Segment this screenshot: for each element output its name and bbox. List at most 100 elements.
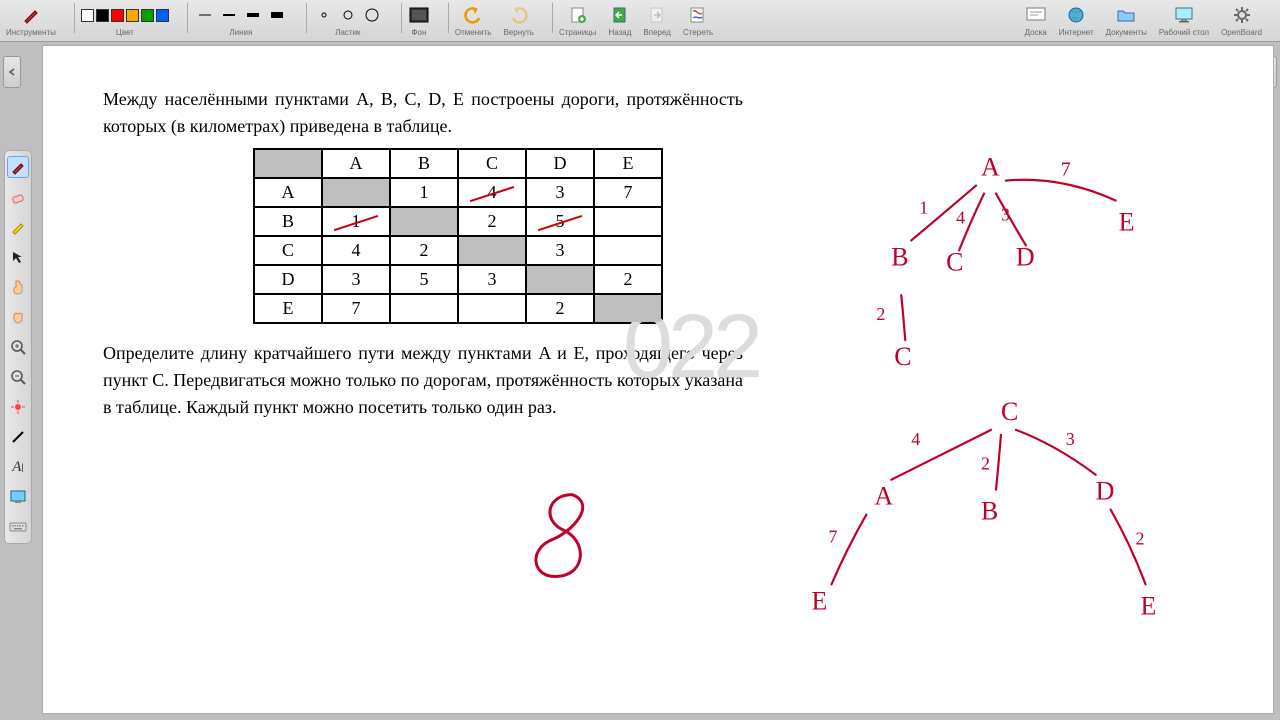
canvas-area[interactable]: 022 Между населёнными пунктами A, B, C, … xyxy=(42,45,1274,714)
eraser-m-icon[interactable] xyxy=(337,4,359,26)
keyboard-tool-icon[interactable] xyxy=(7,516,29,538)
folder-icon[interactable] xyxy=(1115,4,1137,26)
color-swatch[interactable] xyxy=(156,9,169,22)
svg-text:E: E xyxy=(812,586,828,615)
docs-group: Документы xyxy=(1106,3,1147,37)
gear-icon[interactable] xyxy=(1231,4,1253,26)
erase-label: Стереть xyxy=(683,28,713,37)
pages-group: Страницы xyxy=(559,3,597,37)
globe-icon[interactable] xyxy=(1065,4,1087,26)
paragraph-1: Между населёнными пунктами A, B, C, D, E… xyxy=(103,86,743,140)
svg-text:A: A xyxy=(981,153,1000,182)
eraser-label: Ластик xyxy=(335,28,360,37)
undo-label: Отменить xyxy=(455,28,492,37)
svg-text:E: E xyxy=(1141,591,1157,620)
svg-text:4: 4 xyxy=(956,207,965,227)
top-toolbar: Инструменты Цвет Линия Ластик Фон Отмени… xyxy=(0,0,1280,42)
paragraph-2: Определите длину кратчайшего пути между … xyxy=(103,340,743,421)
eraser-tool-icon[interactable] xyxy=(7,186,29,208)
zoom-out-icon[interactable] xyxy=(7,366,29,388)
svg-text:4: 4 xyxy=(911,429,920,449)
docs-label: Документы xyxy=(1106,28,1147,37)
bg-label: Фон xyxy=(411,28,426,37)
svg-text:E: E xyxy=(1119,207,1135,236)
text-tool-icon[interactable]: A| xyxy=(7,456,29,478)
fwd-label: Вперед xyxy=(643,28,671,37)
svg-text:2: 2 xyxy=(981,454,990,474)
bg-icon[interactable] xyxy=(408,4,430,26)
hand-grab-icon[interactable] xyxy=(7,306,29,328)
newpage-icon[interactable] xyxy=(567,4,589,26)
hand-point-icon[interactable] xyxy=(7,276,29,298)
line-label: Линия xyxy=(229,28,252,37)
zoom-in-icon[interactable] xyxy=(7,336,29,358)
arrow-tool-icon[interactable] xyxy=(7,246,29,268)
color-swatch[interactable] xyxy=(126,9,139,22)
svg-text:B: B xyxy=(981,497,998,526)
line-tool-icon[interactable] xyxy=(7,426,29,448)
left-panel-toggle[interactable] xyxy=(3,56,21,88)
color-swatch[interactable] xyxy=(111,9,124,22)
back-icon[interactable] xyxy=(609,4,631,26)
internet-label: Интернет xyxy=(1059,28,1094,37)
svg-text:D: D xyxy=(1096,477,1115,506)
board-group: Доска xyxy=(1025,3,1047,37)
redo-group: Вернуть xyxy=(503,3,533,37)
line-thin-icon[interactable] xyxy=(194,4,216,26)
redo-icon[interactable] xyxy=(508,4,530,26)
back-label: Назад xyxy=(609,28,632,37)
board-label: Доска xyxy=(1025,28,1047,37)
line-xthick-icon[interactable] xyxy=(266,4,288,26)
line-thick-icon[interactable] xyxy=(242,4,264,26)
line-group: Линия xyxy=(194,3,288,37)
tools-group: Инструменты xyxy=(6,3,56,37)
erase-icon[interactable] xyxy=(687,4,709,26)
svg-text:C: C xyxy=(1001,397,1018,426)
color-swatch[interactable] xyxy=(96,9,109,22)
eraser-s-icon[interactable] xyxy=(313,4,335,26)
document-content: Между населёнными пунктами A, B, C, D, E… xyxy=(43,46,803,469)
board-icon[interactable] xyxy=(1025,4,1047,26)
svg-text:A: A xyxy=(874,482,893,511)
svg-text:2: 2 xyxy=(876,304,885,324)
undo-group: Отменить xyxy=(455,3,492,37)
erase-group: Стереть xyxy=(683,3,713,37)
desktop-label: Рабочий стол xyxy=(1159,28,1209,37)
svg-text:C: C xyxy=(946,247,963,276)
color-label: Цвет xyxy=(116,28,134,37)
left-toolbar: A| xyxy=(4,150,32,544)
fwd-group: Вперед xyxy=(643,3,671,37)
tools-label: Инструменты xyxy=(6,28,56,37)
line-med-icon[interactable] xyxy=(218,4,240,26)
undo-icon[interactable] xyxy=(462,4,484,26)
color-swatch[interactable] xyxy=(81,9,94,22)
pen-tool-icon[interactable] xyxy=(7,156,29,178)
openboard-group: OpenBoard xyxy=(1221,3,1262,37)
svg-text:B: B xyxy=(891,242,908,271)
redo-label: Вернуть xyxy=(503,28,533,37)
internet-group: Интернет xyxy=(1059,3,1094,37)
monitor-icon[interactable] xyxy=(1173,4,1195,26)
svg-text:C: C xyxy=(894,342,911,371)
marker-tool-icon[interactable] xyxy=(7,216,29,238)
laser-tool-icon[interactable] xyxy=(7,396,29,418)
eraser-l-icon[interactable] xyxy=(361,4,383,26)
svg-text:2: 2 xyxy=(1136,529,1145,549)
svg-text:7: 7 xyxy=(828,527,837,547)
color-swatch[interactable] xyxy=(141,9,154,22)
capture-tool-icon[interactable] xyxy=(7,486,29,508)
eraser-group: Ластик xyxy=(313,3,383,37)
pages-label: Страницы xyxy=(559,28,597,37)
svg-text:7: 7 xyxy=(1061,159,1071,181)
svg-text:3: 3 xyxy=(1066,429,1075,449)
color-group: Цвет xyxy=(81,3,169,37)
bg-group: Фон xyxy=(408,3,430,37)
svg-text:3: 3 xyxy=(1001,204,1010,224)
fwd-icon[interactable] xyxy=(646,4,668,26)
desktop-group: Рабочий стол xyxy=(1159,3,1209,37)
svg-text:1: 1 xyxy=(919,197,928,217)
stylus-icon[interactable] xyxy=(20,4,42,26)
back-group: Назад xyxy=(609,3,632,37)
openboard-label: OpenBoard xyxy=(1221,28,1262,37)
distance-table: ABCDE A1437B125C423D3532E72 xyxy=(253,148,663,324)
